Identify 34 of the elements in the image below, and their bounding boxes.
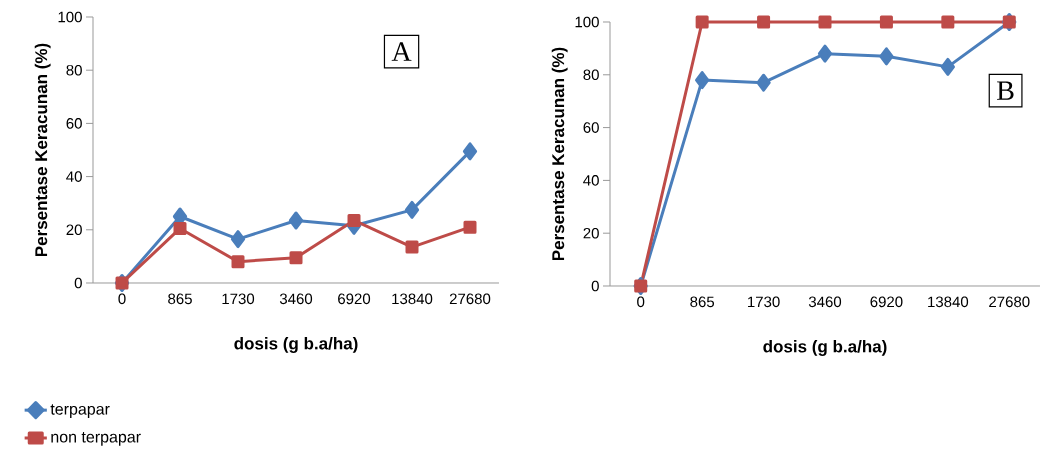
x-tick-label: 0 [637, 296, 645, 308]
y-tick-label: 20 [583, 227, 599, 239]
y-tick-label: 100 [575, 16, 599, 28]
y-tick-label: 0 [74, 277, 82, 289]
x-tick-label: 27680 [989, 296, 1030, 308]
annotation: B [997, 81, 1014, 100]
y-tick-label: 40 [66, 171, 82, 182]
y-tick-label: 80 [583, 69, 599, 81]
y-tick-label: 20 [66, 224, 82, 236]
x-tick-label: 3460 [279, 293, 313, 305]
y-tick-label: 0 [591, 280, 599, 292]
y-tick-label: 60 [583, 122, 599, 133]
x-tick-label: 1730 [748, 296, 780, 308]
x-tick-label: 6920 [870, 296, 903, 308]
y-tick-label: 60 [66, 118, 82, 129]
x-tick-label: 13840 [928, 296, 969, 308]
x-tick-label: 6920 [338, 293, 371, 305]
x-tick-label: 1730 [222, 293, 255, 305]
legend-label: terpapar [50, 404, 110, 418]
y-tick-label: 40 [583, 175, 599, 186]
y-axis-title: Persentase Keracunan (%) [551, 47, 568, 261]
x-axis-title: dosis (g b.a/ha) [763, 340, 887, 356]
y-tick-label: 100 [58, 11, 82, 23]
annotation: A [391, 42, 412, 61]
x-tick-label: 27680 [449, 293, 491, 305]
x-axis-title: dosis (g b.a/ha) [234, 337, 358, 353]
x-tick-label: 0 [118, 293, 126, 305]
y-axis-title: Persentase Keracunan (%) [34, 43, 51, 257]
x-tick-label: 865 [690, 296, 715, 308]
x-tick-label: 13840 [392, 293, 433, 305]
x-tick-label: 3460 [808, 296, 842, 308]
legend-label: non terpapar [51, 432, 141, 446]
x-tick-label: 865 [168, 293, 192, 305]
y-tick-label: 80 [66, 64, 82, 76]
